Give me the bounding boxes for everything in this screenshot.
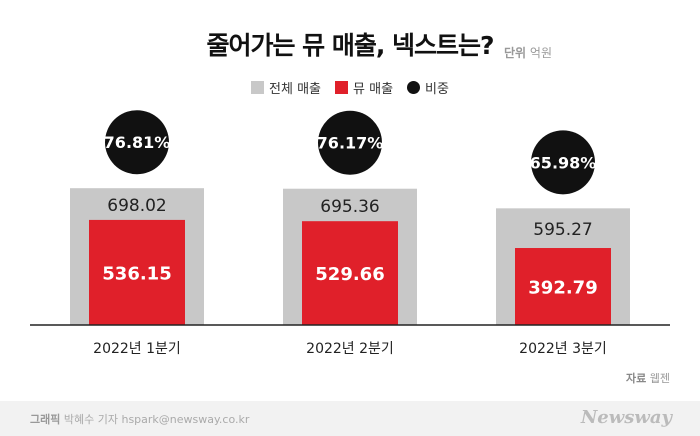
- share-circle-2: [318, 110, 382, 175]
- chart-title-wrap: 줄어가는 뮤 매출, 넥스트는?: [0, 26, 700, 62]
- total-value-label-3: 595.27: [533, 220, 592, 240]
- unit-label: 단위: [504, 46, 527, 60]
- chart-title: 줄어가는 뮤 매출, 넥스트는?: [206, 31, 494, 60]
- legend-label-share: 비중: [425, 82, 449, 97]
- legend-swatch-share: [407, 81, 421, 94]
- newsway-logo: Newsway: [580, 407, 672, 428]
- credit: 그래픽 박혜수 기자 hspark@newsway.co.kr: [30, 411, 249, 427]
- x-tick-label-2: 2022년 2분기: [306, 341, 394, 357]
- credit-value: 박혜수 기자 hspark@newsway.co.kr: [63, 413, 250, 426]
- unit-note: 단위 억원: [504, 44, 552, 61]
- unit-value: 억원: [529, 46, 553, 60]
- share-label-1: 76.81%: [104, 133, 171, 152]
- source-note: 자료 웹젠: [626, 370, 670, 386]
- mu-bar-2: [302, 221, 398, 325]
- legend-item-mu: 뮤 매출: [335, 78, 393, 97]
- share-label-3: 65.98%: [530, 153, 597, 172]
- total-value-label-2: 695.36: [320, 197, 379, 217]
- mu-value-label-2: 529.66: [315, 264, 384, 285]
- footer-bar: 그래픽 박혜수 기자 hspark@newsway.co.kr Newsway: [0, 401, 700, 436]
- legend-swatch-mu: [335, 81, 349, 94]
- mu-value-label-3: 392.79: [528, 278, 597, 299]
- share-label-2: 76.17%: [317, 134, 384, 153]
- legend: 전체 매출 뮤 매출 비중: [0, 78, 700, 97]
- source-value: 웹젠: [649, 372, 670, 385]
- x-tick-label-3: 2022년 3분기: [519, 341, 607, 357]
- credit-label: 그래픽: [30, 413, 61, 426]
- mu-value-label-1: 536.15: [102, 263, 171, 284]
- legend-label-total: 전체 매출: [269, 82, 322, 97]
- legend-item-total: 전체 매출: [251, 78, 321, 97]
- x-tick-label-1: 2022년 1분기: [93, 341, 181, 357]
- share-circle-3: [531, 130, 595, 195]
- share-circle-1: [105, 110, 169, 175]
- mu-bar-1: [89, 219, 185, 325]
- mu-bar-3: [515, 248, 611, 325]
- legend-swatch-total: [251, 81, 265, 94]
- legend-label-mu: 뮤 매출: [353, 82, 394, 97]
- total-value-label-1: 698.02: [107, 196, 166, 216]
- source-label: 자료: [626, 372, 647, 385]
- bar-chart: 698.02 536.15 76.81% 2022년 1분기 695.36 529.66 7…: [30, 110, 670, 357]
- legend-item-share: 비중: [407, 78, 449, 97]
